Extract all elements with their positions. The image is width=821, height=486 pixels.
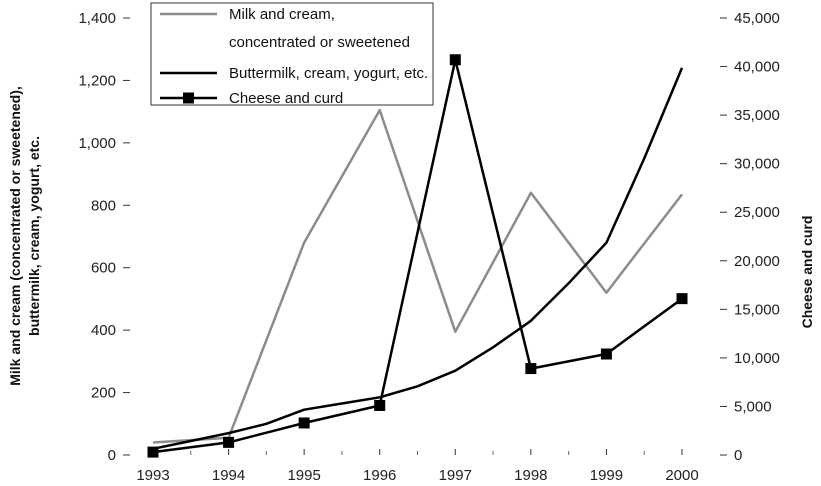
right-axis-tick-label: 40,000	[734, 59, 780, 76]
x-axis-tick-label: 1993	[136, 467, 169, 484]
x-axis-tick-label: 1995	[287, 467, 320, 484]
x-axis-tick-label: 2000	[665, 467, 698, 484]
right-axis-tick-label: 0	[734, 447, 742, 464]
series-line-0	[152, 108, 683, 444]
right-axis-tick-label: 15,000	[734, 301, 780, 318]
data-point-marker	[374, 399, 386, 411]
right-axis-tick-label: 30,000	[734, 156, 780, 173]
x-axis-tick-label: 1999	[590, 467, 623, 484]
data-point-marker	[525, 363, 537, 375]
left-axis-title-line: Milk and cream (concentrated or sweetene…	[7, 86, 23, 386]
legend: Milk and cream, concentrated or sweetened…	[150, 2, 434, 107]
left-axis-tick-label: 400	[91, 322, 116, 339]
left-axis-tick-label: 1,200	[78, 72, 116, 89]
right-axis-tick-label: 35,000	[734, 107, 780, 124]
series-lines	[147, 54, 688, 458]
series-line-2	[152, 58, 683, 454]
legend-label: Milk and cream,	[229, 6, 335, 23]
data-point-marker	[223, 436, 235, 448]
data-point-marker	[676, 293, 688, 305]
left-axis-tick-label: 200	[91, 385, 116, 402]
right-axis-tick-label: 45,000	[734, 10, 780, 27]
right-axis-tick-label: 10,000	[734, 350, 780, 367]
left-axis-tick-label: 800	[91, 197, 116, 214]
axes: 0 200 400 600 800 1,000 1,200 1,400 0 5,000 10,000…	[7, 10, 815, 484]
right-axis-tick-label: 25,000	[734, 204, 780, 221]
legend-label: concentrated or sweetened	[229, 34, 410, 51]
left-axis-tick-label: 600	[91, 260, 116, 277]
x-axis-tick-label: 1994	[212, 467, 245, 484]
data-point-marker	[147, 446, 159, 458]
legend-swatch-marker	[183, 92, 194, 104]
data-point-marker	[298, 417, 310, 429]
left-axis-tick-label: 1,400	[78, 10, 116, 27]
data-point-marker	[449, 54, 461, 66]
legend-label: Buttermilk, cream, yogurt, etc.	[229, 65, 428, 82]
x-axis-tick-label: 1997	[439, 467, 472, 484]
x-axis-tick-label: 1998	[514, 467, 547, 484]
left-axis-tick-label: 0	[108, 447, 116, 464]
data-point-marker	[600, 348, 612, 360]
right-axis-tick-label: 5,000	[734, 398, 772, 415]
right-axis-title: Cheese and curd	[799, 216, 815, 329]
right-axis-tick-label: 20,000	[734, 253, 780, 270]
legend-box	[150, 2, 434, 106]
x-axis-tick-label: 1996	[363, 467, 396, 484]
left-axis-tick-label: 1,000	[78, 135, 116, 152]
left-axis-title-line: buttermilk, cream, yogurt, etc.	[26, 136, 42, 336]
legend-label: Cheese and curd	[229, 90, 343, 107]
series-line-1	[152, 67, 684, 451]
